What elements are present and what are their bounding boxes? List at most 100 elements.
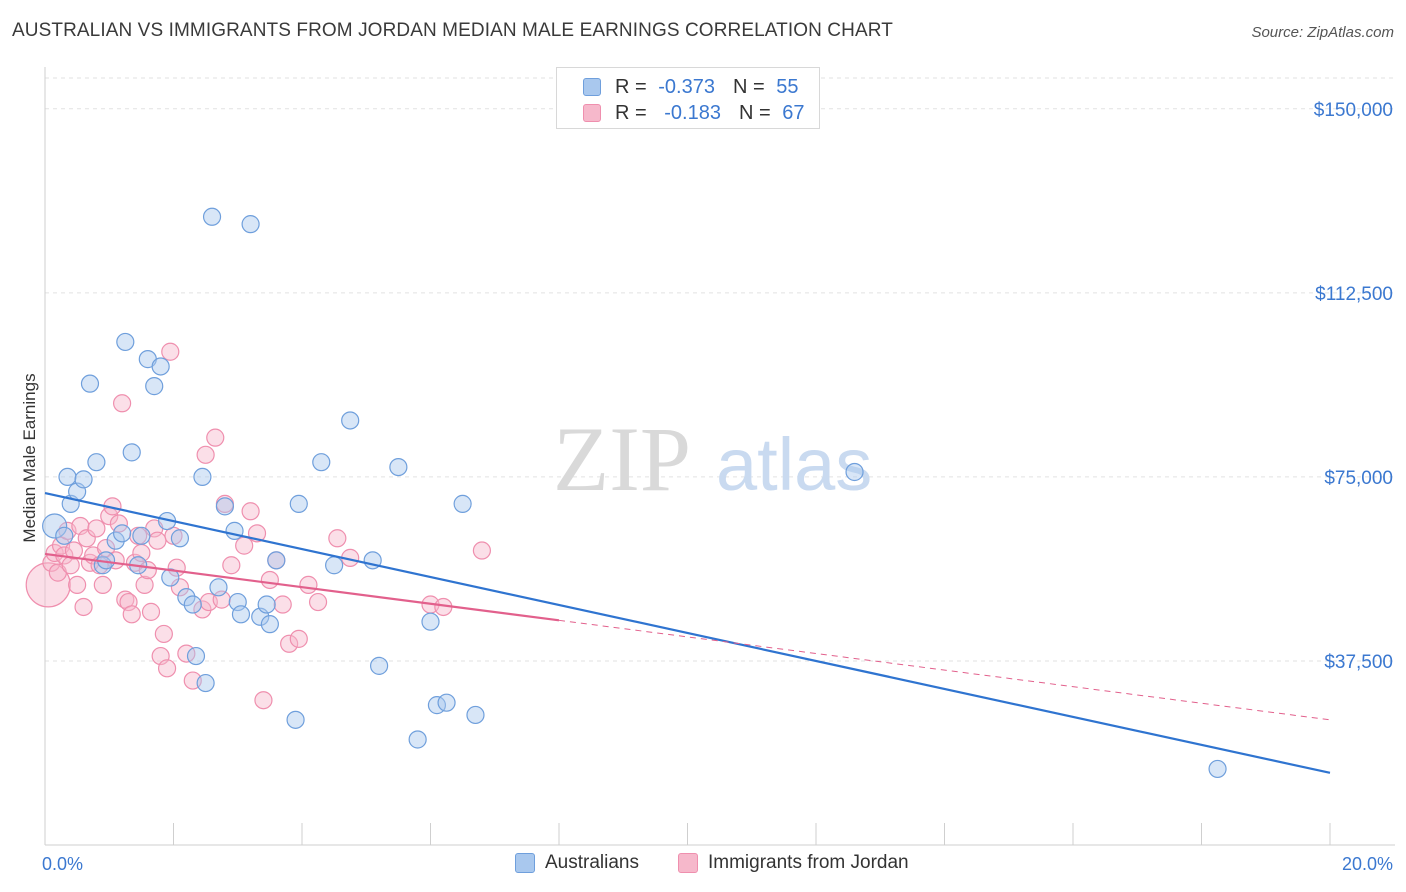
australian-point [241, 215, 260, 234]
r-value-jordan: -0.183 [664, 101, 721, 124]
watermark: ZIP atlas [553, 408, 872, 510]
jordan-point [196, 445, 215, 464]
australian-point [55, 526, 74, 545]
australians-legend-label: Australians [545, 852, 639, 873]
legend-item-jordan[interactable]: Immigrants from Jordan [678, 852, 909, 874]
jordan-point [289, 629, 308, 648]
jordan-point [154, 624, 173, 644]
australian-point [267, 551, 286, 570]
legend-row-australians: R = -0.373 N = 55 [583, 74, 798, 100]
australian-point [145, 377, 164, 396]
n-value-jordan: 67 [782, 101, 805, 124]
jordan-point [64, 541, 84, 560]
jordan-legend-label: Immigrants from Jordan [708, 852, 909, 873]
correlation-legend: R = -0.373 N = 55 R = -0.183 N = 67 [556, 67, 820, 129]
australian-point [196, 673, 215, 693]
y-tick-label: $150,000 [1314, 100, 1393, 121]
legend-item-australians[interactable]: Australians [515, 852, 639, 874]
australian-point [312, 453, 331, 472]
australian-point [161, 568, 180, 587]
jordan-point [77, 529, 96, 548]
australian-point [170, 529, 190, 548]
australian-point [112, 524, 132, 543]
jordan-legend-swatch [678, 853, 698, 873]
n-value-australians: 55 [776, 75, 799, 98]
jordan-swatch [583, 104, 601, 122]
australian-point [370, 656, 389, 675]
jordan-points [25, 342, 491, 710]
jordan-point [170, 578, 190, 597]
y-tick-label: $75,000 [1324, 468, 1393, 489]
australian-points [42, 207, 1227, 779]
australians-swatch [583, 78, 601, 96]
jordan-trend-dashed [558, 619, 1331, 721]
n-label: N = [738, 101, 777, 124]
gridlines [45, 77, 1395, 662]
source-label: Source: ZipAtlas.com [1251, 24, 1394, 41]
australian-point [58, 467, 77, 487]
jordan-point [254, 691, 273, 710]
australian-point [80, 374, 100, 393]
y-axis-title: Median Male Earnings [20, 373, 39, 542]
australian-point [845, 462, 864, 482]
jordan-point [74, 597, 93, 617]
jordan-point [93, 575, 112, 594]
n-label: N = [732, 75, 771, 98]
r-value-australians: -0.373 [658, 75, 715, 98]
australian-point [1208, 759, 1227, 779]
legend-row-jordan: R = -0.183 N = 67 [583, 100, 804, 126]
australian-point [177, 588, 196, 607]
australian-point [289, 494, 308, 513]
jordan-point [68, 575, 87, 594]
jordan-point [87, 519, 106, 538]
australian-point [453, 494, 472, 513]
australian-point [186, 646, 206, 666]
jordan-point [260, 570, 279, 590]
australian-point [421, 612, 440, 631]
chart-title: AUSTRALIAN VS IMMIGRANTS FROM JORDAN MED… [12, 20, 893, 41]
jordan-point [141, 602, 161, 621]
x-tick-label-min: 0.0% [42, 854, 83, 874]
jordan-point [235, 536, 254, 555]
jordan-point [25, 562, 71, 608]
y-tick-label: $112,500 [1315, 284, 1393, 305]
axis-labels: $37,500 $75,000 $112,500 $150,000 0.0% 20.0% M… [20, 100, 1393, 874]
australian-point [183, 595, 202, 614]
jordan-point [112, 394, 132, 413]
australian-point [341, 411, 360, 430]
australian-point [106, 531, 125, 550]
australian-point [466, 705, 485, 725]
watermark-zip: ZIP [553, 408, 691, 510]
r-label: R = [615, 75, 653, 98]
jordan-point [273, 595, 292, 614]
australian-point [437, 693, 456, 712]
jordan-point [241, 502, 260, 521]
australians-trend-solid [44, 492, 1331, 774]
australian-point [286, 710, 305, 729]
australian-point [408, 730, 427, 749]
australian-point [325, 556, 344, 575]
jordan-point [222, 556, 241, 575]
trend-lines [44, 492, 1331, 774]
australian-point [74, 470, 93, 489]
australian-point [389, 457, 408, 477]
jordan-point [206, 428, 225, 447]
jordan-point [308, 592, 328, 612]
australians-legend-swatch [515, 853, 535, 873]
jordan-point [299, 575, 318, 594]
australian-point [257, 595, 276, 614]
jordan-point [109, 514, 128, 533]
x-tick-label-max: 20.0% [1342, 854, 1393, 874]
y-tick-label: $37,500 [1324, 652, 1393, 673]
australian-point [202, 207, 222, 226]
australian-point [209, 578, 228, 597]
jordan-trend-solid [44, 552, 560, 622]
australian-point [151, 357, 170, 376]
australian-point [193, 467, 212, 487]
jordan-point [61, 556, 80, 575]
jordan-point [135, 575, 154, 594]
australian-point [87, 453, 106, 472]
australian-point [132, 526, 151, 545]
jordan-point [122, 605, 141, 624]
